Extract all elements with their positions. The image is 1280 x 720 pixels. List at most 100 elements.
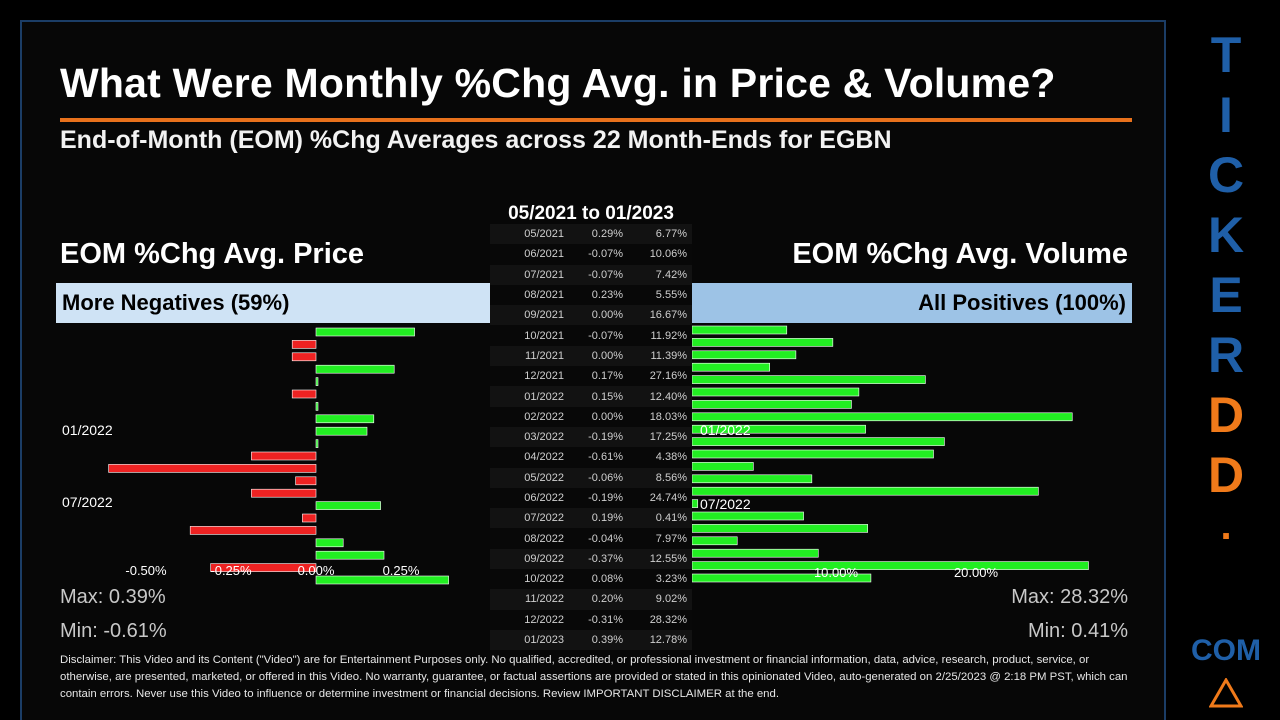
price-bar-08/2022 xyxy=(302,513,317,523)
date-range-label: 05/2021 to 01/2023 xyxy=(508,203,674,224)
volume-bar-07/2022 xyxy=(692,499,699,508)
brand-sidebar: T I C K E R D D. COM xyxy=(1172,20,1280,720)
volume-change-cell: 18.03% xyxy=(649,410,687,423)
price-change-cell: 0.17% xyxy=(591,370,623,383)
price-change-cell: -0.19% xyxy=(588,431,623,444)
brand-letter: R xyxy=(1207,327,1245,383)
table-row: 05/2021 0.29% 6.77% xyxy=(490,224,692,245)
volume-max-label: Max: 28.32% xyxy=(1011,586,1128,608)
price-bar-11/2022 xyxy=(315,550,385,560)
table-row: 09/2021 0.00% 16.67% xyxy=(490,305,692,326)
price-marker-label: 01/2022 xyxy=(62,422,113,438)
price-bar-01/2023 xyxy=(315,575,449,585)
volume-bar-05/2021 xyxy=(692,325,788,335)
volume-change-cell: 7.42% xyxy=(655,268,687,281)
volume-bar-10/2021 xyxy=(692,387,860,397)
table-row: 06/2022 -0.19% 24.74% xyxy=(490,487,692,509)
table-row: 11/2022 0.20% 9.02% xyxy=(490,589,692,610)
price-change-cell: -0.04% xyxy=(588,532,623,545)
brand-letter: I xyxy=(1219,87,1233,143)
volume-bar-03/2022 xyxy=(692,449,934,459)
volume-change-cell: 0.41% xyxy=(655,512,687,525)
table-row: 10/2022 0.08% 3.23% xyxy=(490,569,692,590)
volume-bar-08/2022 xyxy=(692,511,804,521)
price-bar-03/2022 xyxy=(251,451,317,461)
volume-bar-09/2022 xyxy=(692,524,868,533)
price-band-label: More Negatives (59%) xyxy=(62,290,290,315)
month-cell: 06/2022 xyxy=(524,492,564,504)
table-row: 08/2022 -0.04% 7.97% xyxy=(490,528,692,549)
month-cell: 10/2022 xyxy=(524,573,564,586)
volume-bar-12/2021 xyxy=(692,412,1073,422)
month-cell: 11/2021 xyxy=(525,349,564,362)
volume-bar-01/2022 xyxy=(692,424,866,434)
volume-marker-label: 07/2022 xyxy=(700,496,751,512)
price-bar-04/2022 xyxy=(108,464,317,473)
volume-bar-11/2022 xyxy=(692,548,819,558)
month-cell: 05/2022 xyxy=(524,471,564,484)
volume-bar-09/2021 xyxy=(692,375,926,384)
month-cell: 07/2022 xyxy=(524,512,564,525)
volume-bar-12/2022 xyxy=(692,561,1089,570)
volume-change-cell: 11.92% xyxy=(650,329,688,342)
price-bar-07/2022 xyxy=(315,501,381,510)
volume-bar-01/2023 xyxy=(692,573,872,583)
price-tick-label: -0.25% xyxy=(210,563,252,578)
volume-change-cell: 12.78% xyxy=(649,634,687,647)
page-title: What Were Monthly %Chg Avg. in Price & V… xyxy=(60,60,1056,106)
volume-marker-label: 01/2022 xyxy=(700,422,751,438)
table-row: 12/2021 0.17% 27.16% xyxy=(490,366,692,387)
volume-band: All Positives (100%) xyxy=(692,283,1132,323)
volume-band-label: All Positives (100%) xyxy=(918,290,1126,315)
volume-change-cell: 9.02% xyxy=(655,593,687,606)
price-bar-05/2021 xyxy=(315,327,415,337)
volume-change-cell: 7.97% xyxy=(655,532,687,545)
volume-bar-05/2022 xyxy=(692,474,813,484)
month-cell: 03/2022 xyxy=(524,431,564,444)
month-cell: 02/2022 xyxy=(524,410,564,423)
brand-letter: E xyxy=(1209,267,1243,323)
volume-change-cell: 12.55% xyxy=(649,552,687,565)
price-tick-label: 0.00% xyxy=(298,563,335,578)
price-bar-chart: 01/2022 07/2022 -0.50% -0.25% 0.00% 0.25% xyxy=(62,327,449,585)
month-cell: 08/2022 xyxy=(524,532,564,545)
month-cell: 05/2021 xyxy=(524,228,564,241)
price-bar-05/2022 xyxy=(295,476,317,486)
price-bar-06/2022 xyxy=(251,488,317,498)
table-row: 01/2022 0.15% 12.40% xyxy=(490,386,692,407)
volume-tick-label: 20.00% xyxy=(954,565,999,580)
price-marker-label: 07/2022 xyxy=(62,494,113,510)
table-row: 07/2021 -0.07% 7.42% xyxy=(490,264,692,285)
price-change-cell: -0.37% xyxy=(588,552,623,565)
price-max-label: Max: 0.39% xyxy=(60,586,166,608)
month-cell: 10/2021 xyxy=(524,329,564,342)
price-change-cell: 0.00% xyxy=(591,410,623,423)
price-change-cell: 0.39% xyxy=(591,634,623,647)
price-bar-09/2021 xyxy=(315,377,319,386)
month-cell: 07/2021 xyxy=(524,268,564,281)
price-bar-10/2022 xyxy=(315,538,344,548)
price-change-cell: 0.19% xyxy=(591,512,623,525)
price-bar-02/2022 xyxy=(315,439,319,448)
price-bar-12/2021 xyxy=(315,414,375,424)
volume-change-cell: 11.39% xyxy=(650,349,688,362)
table-row: 09/2022 -0.37% 12.55% xyxy=(490,548,692,570)
volume-bar-07/2021 xyxy=(692,350,797,360)
brand-suffix: COM xyxy=(1191,634,1261,667)
price-change-cell: 0.23% xyxy=(591,289,623,302)
price-min-label: Min: -0.61% xyxy=(60,620,167,642)
volume-change-cell: 24.74% xyxy=(649,492,687,504)
price-tick-label: -0.50% xyxy=(125,563,167,578)
volume-change-cell: 10.06% xyxy=(649,248,687,261)
price-change-cell: 0.15% xyxy=(591,390,623,403)
volume-change-cell: 6.77% xyxy=(655,228,687,241)
brand-letter: D xyxy=(1207,447,1245,503)
price-change-cell: -0.31% xyxy=(588,613,623,626)
price-bar-11/2021 xyxy=(315,402,319,411)
volume-bar-02/2022 xyxy=(692,437,945,446)
monthly-data-table: 05/2021 0.29% 6.77% 06/2021 -0.07% 10.06% 07/2… xyxy=(490,224,692,651)
volume-tick-label: 10.00% xyxy=(814,565,859,580)
brand-letter: C xyxy=(1207,147,1245,203)
volume-bar-10/2022 xyxy=(692,536,738,546)
title-divider xyxy=(60,118,1132,122)
